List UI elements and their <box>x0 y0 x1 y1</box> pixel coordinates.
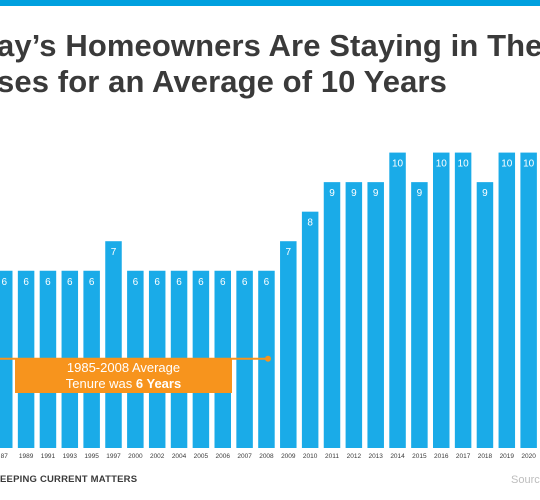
data-label-2007: 6 <box>242 277 248 288</box>
average-label-bold: 6 Years <box>136 376 181 391</box>
bar-2019 <box>498 152 516 448</box>
data-label-2018: 9 <box>482 188 488 199</box>
x-tick-labels-layer: 87 1989 1991 1993 1995 1997 2000 2002 2004 2005 20… <box>1 453 537 460</box>
top-accent-bar <box>0 0 540 6</box>
x-tick-2009: 2009 <box>281 453 296 460</box>
bar-2012 <box>345 182 363 448</box>
average-label-prefix: Tenure was <box>66 376 136 391</box>
x-tick-2015: 2015 <box>412 453 427 460</box>
source-note: Sourc <box>511 474 540 486</box>
bar-2014 <box>389 152 406 448</box>
data-label-1991: 6 <box>45 277 51 288</box>
data-label-2014: 10 <box>392 159 404 170</box>
bar-2018 <box>476 182 494 448</box>
data-label-2013: 9 <box>373 188 379 199</box>
data-label-2008: 6 <box>264 277 270 288</box>
x-tick-1997: 1997 <box>106 453 121 460</box>
bar-1997 <box>105 241 122 448</box>
bar-2010 <box>301 211 319 448</box>
keeping-current-matters-logo: EEPING CURRENT MATTERS <box>0 474 138 485</box>
data-label-2010: 8 <box>307 218 313 229</box>
data-label-2017: 10 <box>458 159 470 170</box>
data-label-2002: 6 <box>154 277 160 288</box>
bar-2020 <box>520 152 537 448</box>
x-tick-2016: 2016 <box>434 453 449 460</box>
bar-2017 <box>454 152 472 448</box>
x-tick-2020: 2020 <box>521 453 536 460</box>
data-label-2015: 9 <box>417 188 423 199</box>
x-tick-2007: 2007 <box>237 453 252 460</box>
x-tick-1993: 1993 <box>63 453 78 460</box>
x-tick-2011: 2011 <box>325 453 339 460</box>
data-label-1995: 6 <box>89 277 95 288</box>
average-label-line-1: 1985-2008 Average <box>67 360 180 375</box>
x-tick-2008: 2008 <box>259 453 274 460</box>
data-label-2009: 7 <box>286 247 292 258</box>
x-tick-1991: 1991 <box>41 453 56 460</box>
data-label-2016: 10 <box>436 159 448 170</box>
x-tick-2010: 2010 <box>303 453 318 460</box>
bars-layer <box>0 152 537 448</box>
data-label-2011: 9 <box>329 188 335 199</box>
x-tick-2018: 2018 <box>478 453 493 460</box>
x-tick-2014: 2014 <box>390 453 405 460</box>
x-tick-2006: 2006 <box>216 453 231 460</box>
data-label-2019: 10 <box>501 159 513 170</box>
average-label-box <box>15 358 232 393</box>
chart-title-line-2: uses for an Average of 10 Years <box>0 64 447 99</box>
bar-2013 <box>367 182 384 448</box>
x-tick-2000: 2000 <box>128 453 143 460</box>
x-tick-1989: 1989 <box>19 453 34 460</box>
x-tick-2017: 2017 <box>456 453 471 460</box>
data-labels-layer: 6 6 6 6 6 7 6 6 6 6 6 6 6 7 8 9 9 9 10 9 10 10 9 10 10 <box>1 159 534 288</box>
data-label-1997: 7 <box>111 247 117 258</box>
x-tick-2019: 2019 <box>500 453 515 460</box>
bar-2016 <box>433 152 450 448</box>
data-label-2012: 9 <box>351 188 357 199</box>
x-tick-2004: 2004 <box>172 453 187 460</box>
x-tick-2002: 2002 <box>150 453 165 460</box>
data-label-2006: 6 <box>220 277 226 288</box>
data-label-2020: 10 <box>523 159 535 170</box>
x-tick-2012: 2012 <box>347 453 362 460</box>
data-label-2005: 6 <box>198 277 204 288</box>
x-tick-1995: 1995 <box>84 453 99 460</box>
x-tick-87: 87 <box>1 453 9 460</box>
bar-2015 <box>411 182 428 448</box>
data-label-87: 6 <box>1 277 7 288</box>
data-label-2000: 6 <box>133 277 139 288</box>
bar-2009 <box>280 241 297 448</box>
average-label-line-2: Tenure was 6 Years <box>66 376 181 391</box>
data-label-1993: 6 <box>67 277 73 288</box>
chart-title-line-1: day’s Homeowners Are Staying in Thei <box>0 28 540 63</box>
data-label-2004: 6 <box>176 277 182 288</box>
average-annotation: 1985-2008 Average Tenure was 6 Years <box>0 355 271 393</box>
bar-2011 <box>323 182 341 448</box>
x-tick-2005: 2005 <box>194 453 209 460</box>
x-tick-2013: 2013 <box>368 453 383 460</box>
data-label-1989: 6 <box>23 277 29 288</box>
average-line-end-dot <box>265 355 271 362</box>
